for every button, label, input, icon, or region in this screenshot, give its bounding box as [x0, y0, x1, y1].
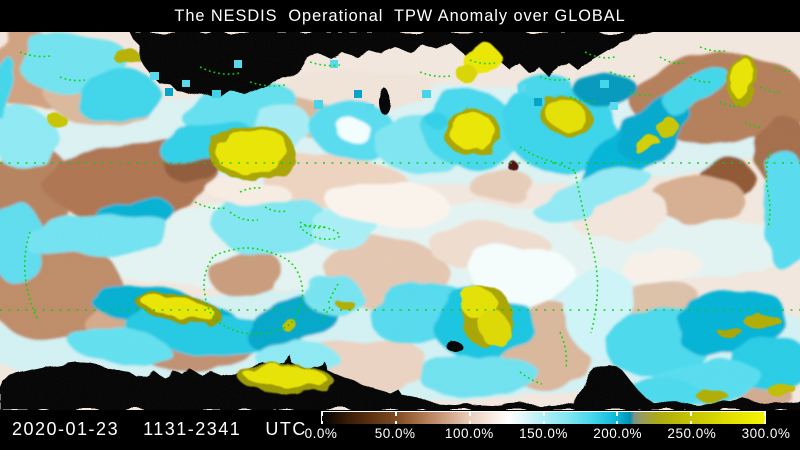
colorbar-tick	[542, 421, 545, 424]
timestamp-label: 2020-01-23 1131-2341 UTC	[12, 419, 307, 440]
colorbar-tick	[690, 412, 693, 416]
colorbar-tick	[468, 412, 471, 416]
colorbar-tick-label: 150.0%	[519, 426, 568, 441]
colorbar-tick-label: 300.0%	[741, 426, 791, 441]
colorbar-tick	[616, 412, 619, 416]
colorbar-tick-labels: 0.0% 50.0% 100.0% 150.0% 200.0% 250.0% 300.0%	[305, 426, 790, 446]
title-bar: The NESDIS Operational TPW Anomaly over …	[0, 0, 800, 32]
colorbar-tick-label: 200.0%	[593, 426, 643, 441]
colorbar-tick-label: 100.0%	[444, 426, 494, 441]
colorbar-tick	[616, 421, 619, 424]
grain-texture	[0, 32, 800, 410]
colorbar	[321, 411, 766, 424]
colorbar-tick	[764, 412, 766, 416]
colorbar-tick-label: 250.0%	[667, 426, 717, 441]
tpw-anomaly-map	[0, 32, 800, 410]
time-range-label: 1131-2341	[143, 419, 242, 439]
colorbar-tick	[542, 412, 545, 416]
date-label: 2020-01-23	[12, 419, 120, 439]
colorbar-tick	[764, 421, 766, 424]
colorbar-tick	[321, 421, 323, 424]
colorbar-tick	[690, 421, 693, 424]
colorbar-tick-label: 0.0%	[304, 426, 338, 441]
timezone-label: UTC	[265, 419, 307, 439]
bottom-bar: 2020-01-23 1131-2341 UTC 0.0% 50.0% 100.0%…	[0, 410, 800, 450]
colorbar-tick-label: 50.0%	[374, 426, 416, 441]
colorbar-tick	[321, 412, 323, 416]
page-title: The NESDIS Operational TPW Anomaly over …	[174, 6, 626, 25]
colorbar-tick	[394, 421, 397, 424]
anomaly-map-canvas	[0, 32, 800, 410]
colorbar-tick	[468, 421, 471, 424]
colorbar-tick	[394, 412, 397, 416]
